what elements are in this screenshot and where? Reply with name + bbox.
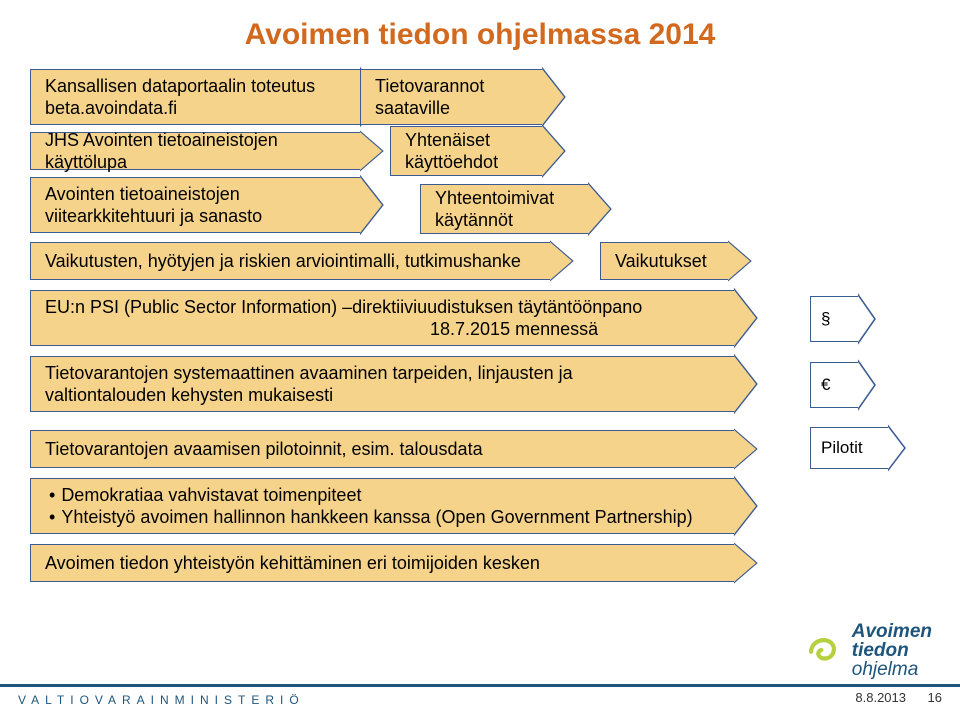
arrow-head-icon [542, 69, 564, 125]
arrow-head-icon [734, 290, 756, 346]
arrow-band: Avointen tietoaineistojenviitearkkitehtu… [30, 177, 382, 233]
marker-body: Pilotit [810, 427, 888, 469]
arrow-line: valtiontalouden kehysten mukaisesti [45, 384, 573, 407]
arrow-head-icon [550, 242, 572, 280]
arrow-head-icon [360, 132, 382, 170]
arrow-body: Yhtenäisetkäyttöehdot [390, 126, 542, 176]
arrow-line: Avoimen tiedon yhteistyön kehittäminen e… [45, 552, 540, 575]
program-logo: Avoimen tiedon ohjelma [852, 622, 932, 679]
arrow-band: Tietovarantojen avaamisen pilotoinnit, e… [30, 430, 756, 468]
arrow-line: JHS Avointen tietoaineistojen käyttölupa [45, 129, 352, 174]
marker-body: € [810, 362, 858, 408]
arrow-band: Avoimen tiedon yhteistyön kehittäminen e… [30, 544, 756, 582]
marker-chevron: § [810, 296, 874, 342]
arrow-band: JHS Avointen tietoaineistojen käyttölupa [30, 132, 382, 170]
arrow-head-icon [734, 356, 756, 412]
marker-head-icon [858, 296, 874, 342]
arrow-line: Yhteentoimivat [435, 187, 554, 210]
marker-head-icon [858, 362, 874, 408]
arrow-line: käyttöehdot [405, 151, 498, 174]
arrow-band: Yhtenäisetkäyttöehdot [390, 126, 564, 176]
page-title: Avoimen tiedon ohjelmassa 2014 [0, 0, 960, 64]
arrow-body: Kansallisen dataportaalin toteutusbeta.a… [30, 69, 360, 125]
arrow-band: Demokratiaa vahvistavat toimenpiteetYhte… [30, 478, 756, 534]
arrow-body: Vaikutusten, hyötyjen ja riskien arvioin… [30, 242, 550, 280]
marker-body: § [810, 296, 858, 342]
arrow-line: saataville [375, 97, 484, 120]
footer: VALTIOVARAINMINISTERIÖ Avoimen tiedon oh… [0, 659, 960, 719]
arrow-body: Vaikutukset [600, 242, 728, 280]
arrow-line: Vaikutukset [615, 250, 707, 273]
arrow-line: Tietovarantojen systemaattinen avaaminen… [45, 362, 573, 385]
arrow-head-icon [734, 478, 756, 534]
arrow-body: Yhteentoimivatkäytännöt [420, 184, 588, 234]
ministry-label: VALTIOVARAINMINISTERIÖ [18, 693, 305, 707]
arrow-body: Avointen tietoaineistojenviitearkkitehtu… [30, 177, 360, 233]
arrow-head-icon [734, 544, 756, 582]
bullet-item: Demokratiaa vahvistavat toimenpiteet [49, 484, 693, 507]
arrow-head-icon [360, 177, 382, 233]
arrow-line: Tietovarannot [375, 75, 484, 98]
arrow-body: Avoimen tiedon yhteistyön kehittäminen e… [30, 544, 734, 582]
arrow-line: käytännöt [435, 209, 554, 232]
arrow-line: Vaikutusten, hyötyjen ja riskien arvioin… [45, 250, 521, 273]
arrow-body: Tietovarantojen avaamisen pilotoinnit, e… [30, 430, 734, 468]
arrow-line: Tietovarantojen avaamisen pilotoinnit, e… [45, 438, 483, 461]
arrow-band: Tietovarantojen systemaattinen avaaminen… [30, 356, 756, 412]
arrow-line: 18.7.2015 mennessä [45, 318, 642, 341]
logo-word-2: tiedon [852, 641, 932, 660]
arrow-head-icon [734, 430, 756, 468]
marker-head-icon [888, 427, 904, 469]
arrow-head-icon [542, 126, 564, 176]
logo-swirl-icon [806, 633, 840, 667]
arrow-band: Vaikutukset [600, 242, 750, 280]
marker-chevron: Pilotit [810, 427, 904, 469]
arrow-band: Yhteentoimivatkäytännöt [420, 184, 610, 234]
arrow-band: Vaikutusten, hyötyjen ja riskien arvioin… [30, 242, 572, 280]
diagram-area: Kansallisen dataportaalin toteutusbeta.a… [20, 64, 940, 584]
arrow-head-icon [588, 184, 610, 234]
arrow-line: Yhtenäiset [405, 129, 498, 152]
arrow-body: EU:n PSI (Public Sector Information) –di… [30, 290, 734, 346]
arrow-line: Kansallisen dataportaalin toteutus [45, 75, 315, 98]
footer-band [0, 684, 960, 687]
logo-word-3: ohjelma [852, 660, 932, 679]
arrow-head-icon [728, 242, 750, 280]
footer-page: 16 [928, 690, 942, 705]
marker-chevron: € [810, 362, 874, 408]
title-text: Avoimen tiedon ohjelmassa 2014 [245, 18, 716, 51]
arrow-band: EU:n PSI (Public Sector Information) –di… [30, 290, 756, 346]
logo-word-1: Avoimen [852, 622, 932, 641]
arrow-line: Avointen tietoaineistojen [45, 183, 262, 206]
arrow-line: EU:n PSI (Public Sector Information) –di… [45, 296, 642, 319]
arrow-band: Tietovarannotsaataville [360, 69, 564, 125]
footer-date: 8.8.2013 [855, 690, 906, 705]
bullet-item: Yhteistyö avoimen hallinnon hankkeen kan… [49, 506, 693, 529]
arrow-line: beta.avoindata.fi [45, 97, 315, 120]
arrow-band: Kansallisen dataportaalin toteutusbeta.a… [30, 69, 382, 125]
arrow-line: viitearkkitehtuuri ja sanasto [45, 205, 262, 228]
arrow-body: Demokratiaa vahvistavat toimenpiteetYhte… [30, 478, 734, 534]
arrow-body: Tietovarannotsaataville [360, 69, 542, 125]
arrow-body: Tietovarantojen systemaattinen avaaminen… [30, 356, 734, 412]
arrow-body: JHS Avointen tietoaineistojen käyttölupa [30, 132, 360, 170]
